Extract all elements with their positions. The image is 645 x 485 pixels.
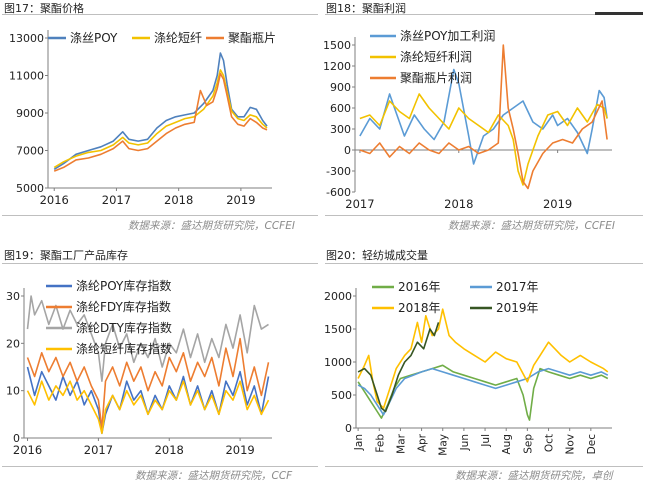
y-tick-label: 7000 xyxy=(16,145,44,158)
accent-bar xyxy=(595,12,643,15)
chart-title-inventory: 图19：聚酯工厂产品库存 xyxy=(4,249,128,262)
y-tick-label: 1500 xyxy=(323,39,351,52)
chart-title-price: 图17：聚酯价格 xyxy=(4,2,84,15)
rule-bottom-left xyxy=(2,466,318,467)
legend-label: 2019年 xyxy=(496,301,539,315)
chart-title-profit: 图18：聚酯利润 xyxy=(326,2,406,15)
x-tick-label: 2018 xyxy=(155,443,184,457)
x-tick-label: Dec xyxy=(586,434,598,455)
legend-label: 涤纶POY库存指数 xyxy=(76,278,171,293)
x-tick-label: Feb xyxy=(374,434,386,453)
x-tick-label: Jan xyxy=(353,434,365,451)
x-tick-label: Apr xyxy=(417,433,429,452)
y-tick-label: 1500 xyxy=(324,323,352,336)
series-line xyxy=(53,52,268,170)
y-tick-label: 1000 xyxy=(324,356,352,369)
y-tick-label: 1200 xyxy=(323,60,351,73)
rule-mid-right xyxy=(325,215,643,216)
series-line xyxy=(359,93,608,186)
x-tick-label: 2019 xyxy=(226,193,255,207)
series-line xyxy=(357,364,609,421)
rule-mid-left xyxy=(2,215,318,216)
legend-label: 涤纶短纤 xyxy=(154,31,202,45)
chart-title-volume: 图20：轻纺城成交量 xyxy=(326,249,428,262)
y-tick-label: 30 xyxy=(6,290,20,303)
y-tick-label: -300 xyxy=(326,165,351,178)
y-tick-label: 600 xyxy=(330,102,351,115)
x-tick-label: 2018 xyxy=(444,197,473,211)
x-tick-label: 2017 xyxy=(345,197,374,211)
series-line xyxy=(359,44,608,190)
series-line xyxy=(26,337,270,430)
legend-label: 涤丝POY xyxy=(70,31,118,45)
legend-label: 2017年 xyxy=(496,280,539,294)
series-line xyxy=(26,380,270,435)
legend-label: 2016年 xyxy=(398,280,441,294)
y-tick-label: 5000 xyxy=(16,182,44,195)
source-bottom-left: 数据来源：盛达期货研究院，CCF xyxy=(135,470,293,482)
rule-bottom-right xyxy=(325,466,643,467)
series-line xyxy=(53,72,268,172)
x-tick-label: Nov xyxy=(565,434,577,455)
x-tick-label: 2018 xyxy=(164,193,193,207)
y-tick-label: 0 xyxy=(13,432,20,445)
rule-lower-left xyxy=(2,263,318,264)
y-tick-label: 20 xyxy=(6,337,20,350)
source-bottom-right: 数据来源：盛达期货研究院，卓创 xyxy=(455,470,613,482)
y-tick-label: 13000 xyxy=(9,32,44,45)
x-tick-label: 2019 xyxy=(225,443,254,457)
x-tick-label: Oct xyxy=(544,434,556,452)
y-tick-label: 900 xyxy=(330,81,351,94)
series-line xyxy=(357,322,440,413)
series-line xyxy=(26,366,270,435)
rule-lower-right xyxy=(325,263,643,264)
x-tick-label: 2017 xyxy=(102,193,131,207)
x-tick-label: Jul xyxy=(480,434,492,448)
series-line xyxy=(357,308,609,409)
source-top-left: 数据来源：盛达期货研究院，CCFEI xyxy=(128,220,295,232)
y-tick-label: -600 xyxy=(326,186,351,199)
legend-label: 聚酯瓶片利润 xyxy=(400,71,472,85)
x-tick-label: 2016 xyxy=(40,193,69,207)
y-tick-label: 0 xyxy=(344,144,351,157)
legend-label: 涤纶FDY库存指数 xyxy=(76,299,171,314)
y-tick-label: 11000 xyxy=(9,70,44,83)
y-tick-label: 300 xyxy=(330,123,351,136)
y-tick-label: 10 xyxy=(6,385,20,398)
y-tick-label: 9000 xyxy=(16,107,44,120)
legend-label: 涤纶短纤利润 xyxy=(400,50,472,64)
series-line xyxy=(53,69,268,169)
x-tick-label: 2019 xyxy=(543,197,572,211)
legend-label: 涤丝POY加工利润 xyxy=(400,29,495,43)
x-tick-label: 2016 xyxy=(13,443,42,457)
x-tick-label: Aug xyxy=(501,434,513,455)
y-tick-label: 500 xyxy=(331,389,352,402)
x-tick-label: Sep xyxy=(522,434,534,454)
legend-label: 涤纶DTY库存指数 xyxy=(76,320,172,335)
legend-label: 聚酯瓶片 xyxy=(228,31,276,45)
y-tick-label: 2000 xyxy=(324,290,352,303)
x-tick-label: Jun xyxy=(459,434,471,451)
y-tick-label: 0 xyxy=(345,422,352,435)
legend-label: 涤纶短纤库存指数 xyxy=(76,341,172,356)
x-tick-label: 2017 xyxy=(84,443,113,457)
x-tick-label: May xyxy=(438,434,450,456)
legend-label: 2018年 xyxy=(398,301,441,315)
rule-top-right xyxy=(325,14,643,15)
series-line xyxy=(357,367,609,416)
rule-top-left xyxy=(2,14,318,15)
source-top-right: 数据来源：盛达期货研究院，CCFEI xyxy=(448,220,615,232)
x-tick-label: Mar xyxy=(395,433,407,453)
